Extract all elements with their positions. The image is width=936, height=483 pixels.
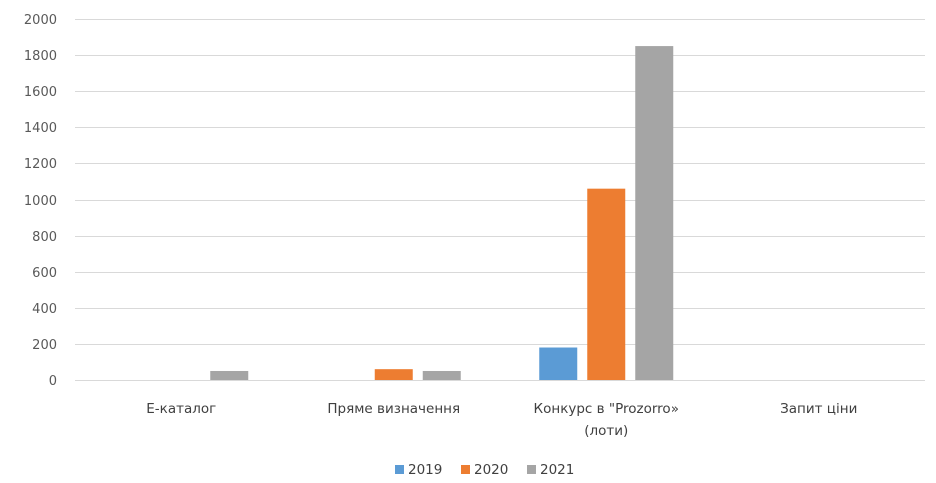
legend-label-2021: 2021: [540, 462, 574, 478]
x-category-label: Запит ціни: [780, 401, 857, 417]
x-axis-category-labels: Е-каталог Пряме визначення Конкурс в "Proz…: [146, 401, 857, 439]
y-tick-label: 800: [32, 230, 57, 245]
legend-label-2020: 2020: [474, 462, 508, 478]
gridlines: [75, 19, 925, 381]
bar-2021: [210, 370, 249, 380]
y-tick-label: 200: [32, 338, 57, 353]
y-axis-tick-labels: 0 200 400 600 800 1000 1200 1400 1600 1800 2000: [24, 13, 57, 389]
legend-label-2019: 2019: [408, 462, 442, 478]
y-tick-label: 600: [32, 266, 57, 281]
x-category-label: Пряме визначення: [327, 401, 460, 417]
legend: 2019 2020 2021: [395, 462, 574, 478]
y-tick-label: 1000: [24, 194, 57, 209]
x-category-label: Е-каталог: [146, 401, 216, 417]
bar-2021: [635, 46, 674, 380]
y-tick-label: 1200: [24, 157, 57, 172]
bar-2020: [374, 369, 413, 380]
legend-swatch-2020: [461, 465, 470, 474]
x-category-label: Конкурс в "Prozorro»: [534, 401, 679, 417]
y-tick-label: 1600: [24, 85, 57, 100]
bar-2021: [422, 370, 461, 380]
bar-2019: [539, 347, 578, 380]
y-tick-label: 1800: [24, 49, 57, 64]
y-tick-label: 400: [32, 302, 57, 317]
y-tick-label: 1400: [24, 121, 57, 136]
x-category-label: (лоти): [584, 423, 628, 439]
y-tick-label: 2000: [24, 13, 57, 28]
bars: [210, 46, 674, 380]
legend-swatch-2019: [395, 465, 404, 474]
bar-2020: [587, 188, 626, 380]
legend-swatch-2021: [527, 465, 536, 474]
y-tick-label: 0: [49, 374, 57, 389]
